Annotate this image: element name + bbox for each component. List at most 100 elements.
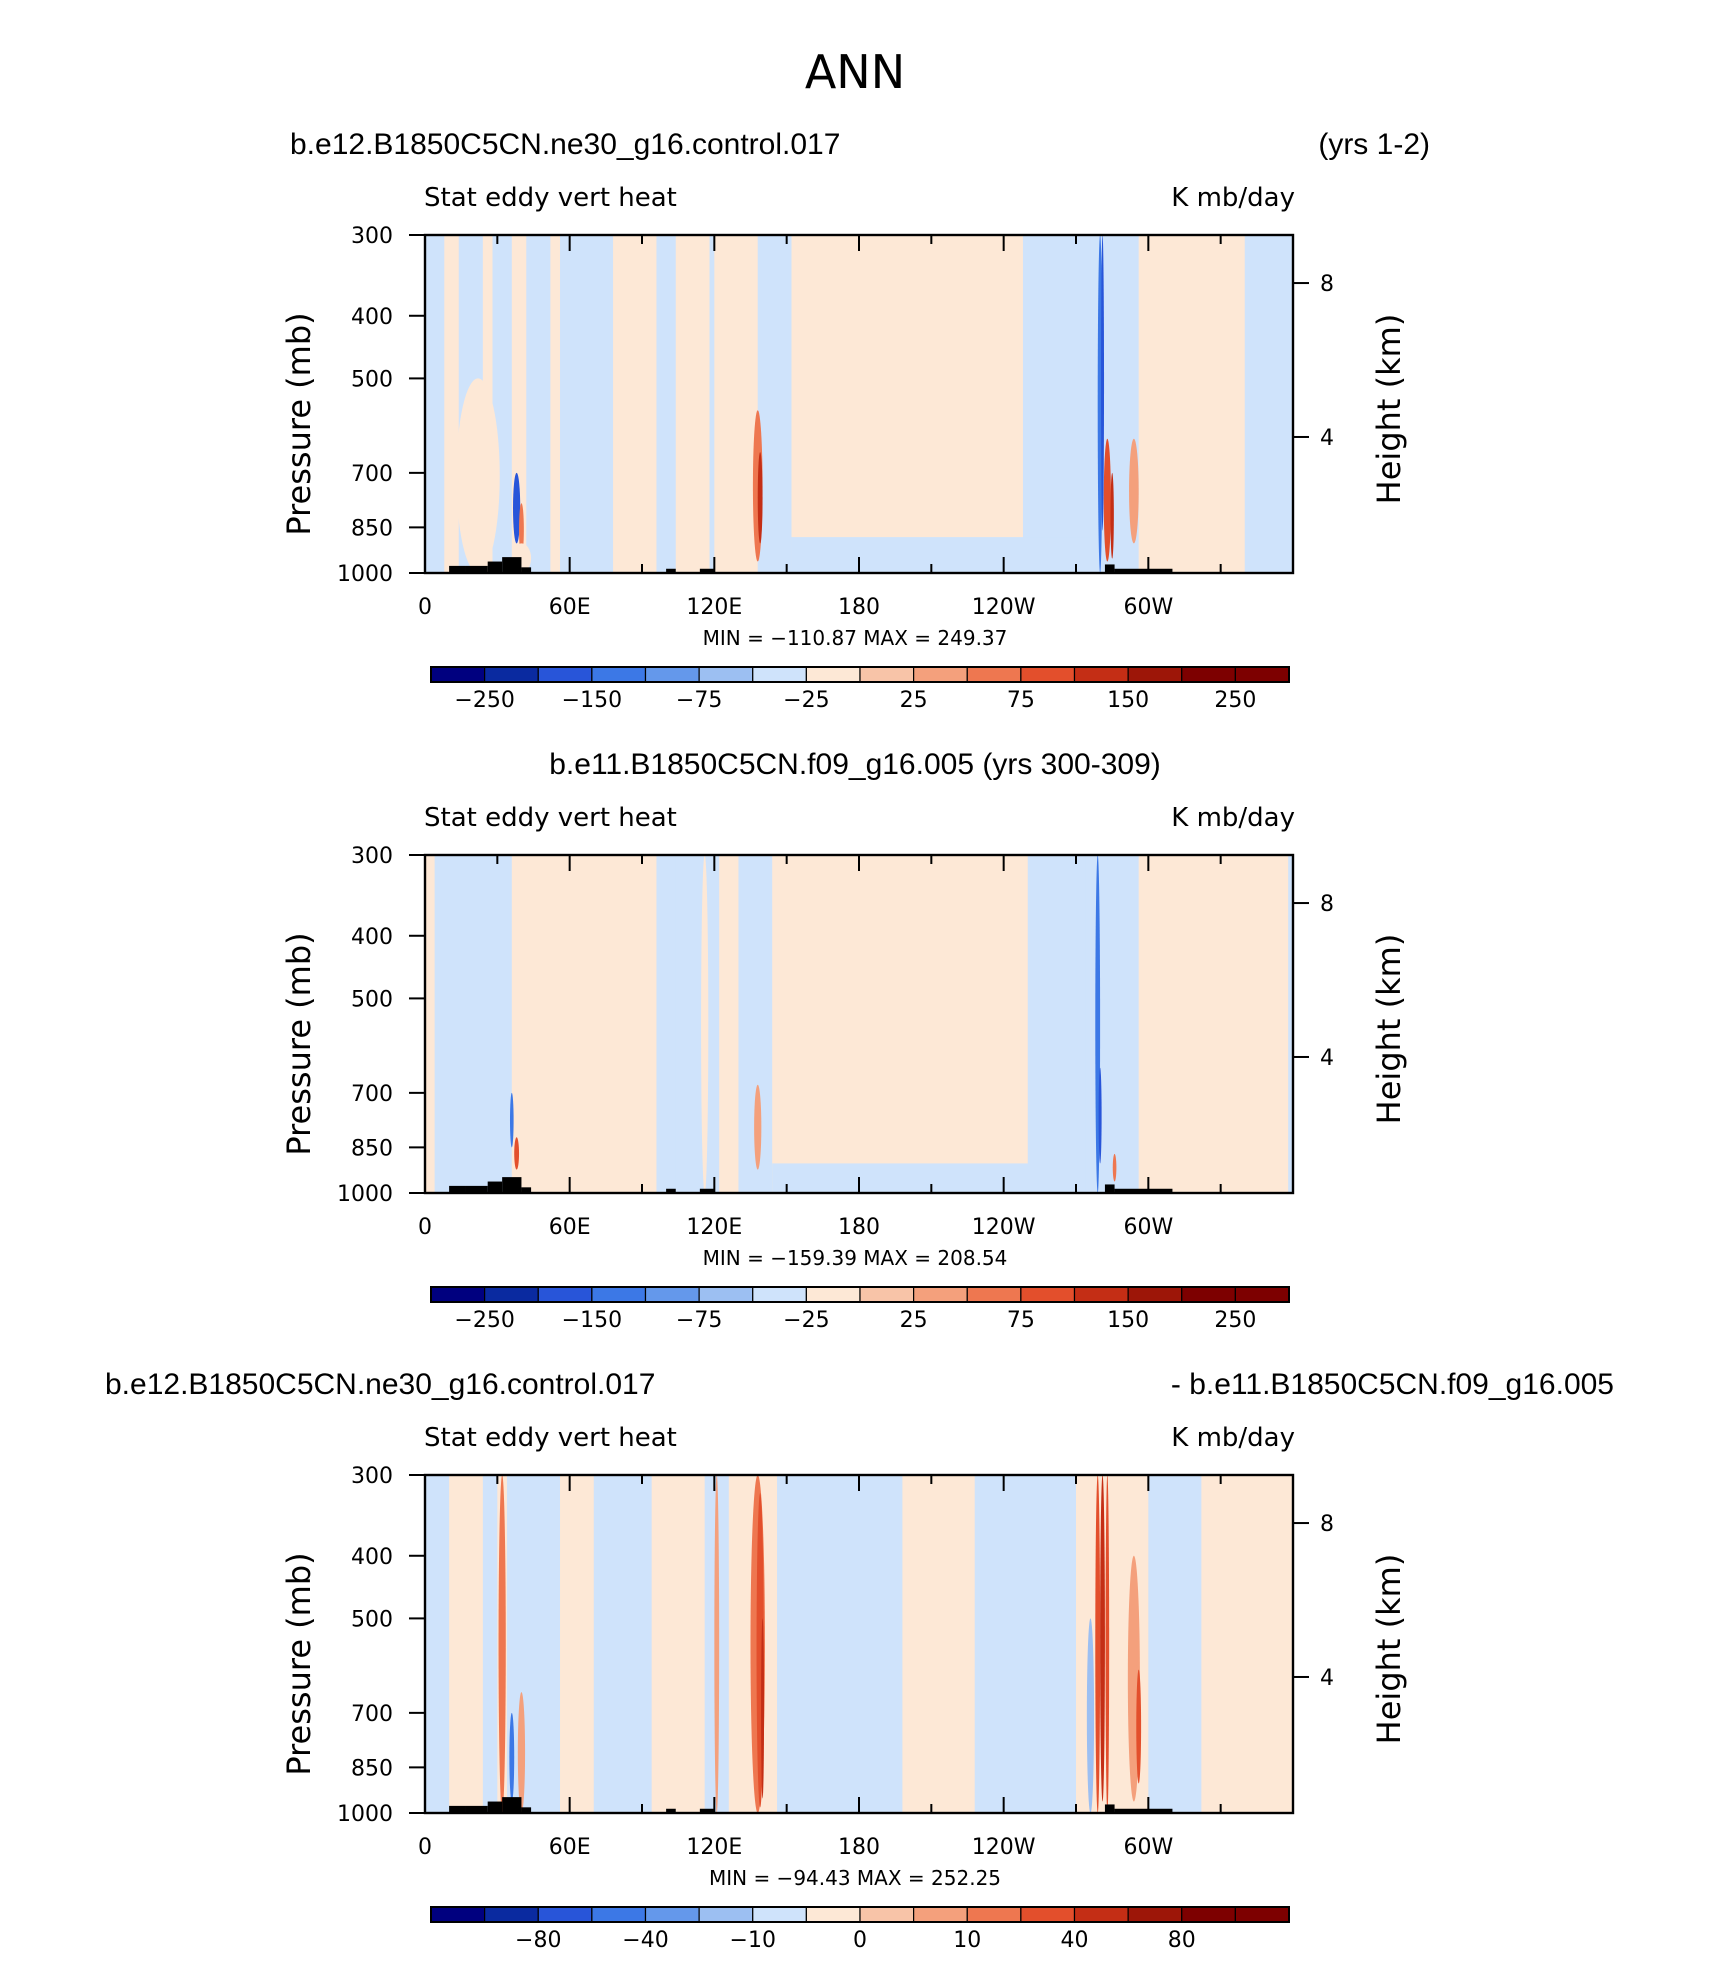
contour-band [434, 855, 513, 1193]
terrain-mask [502, 557, 522, 573]
y-tick-label: 850 [351, 516, 393, 541]
terrain-mask [449, 1805, 466, 1813]
panel-3-units-label: K mb/day [1171, 1423, 1295, 1453]
colorbar-box [752, 666, 807, 683]
contour-feature [456, 378, 500, 573]
figure-title: ANN [805, 45, 905, 99]
terrain-mask [666, 1188, 676, 1193]
panel-1: b.e12.B1850C5CN.ne30_g16.control.017 (yr… [280, 128, 1430, 713]
terrain-mask [449, 565, 466, 573]
colorbar-box [484, 1286, 539, 1303]
panel-2-header: b.e11.B1850C5CN.f09_g16.005 (yrs 300-309… [549, 748, 1161, 781]
y-tick-label: 300 [351, 224, 393, 249]
contour-band [425, 235, 445, 573]
colorbar-label: 75 [1007, 688, 1035, 713]
panel-1-plot: 0 60E 120E 180 120W 60W 300 400 500 700 850 1000 8 4 P… [280, 224, 1408, 620]
contour-band [449, 1475, 484, 1813]
colorbar-box [805, 1906, 861, 1923]
colorbar-box [430, 666, 486, 683]
y-tick-label: 850 [351, 1136, 393, 1161]
y2-axis-label: Height (km) [1370, 1554, 1408, 1745]
colorbar-label: 150 [1107, 688, 1149, 713]
panel-1-minmax: MIN = −110.87 MAX = 249.37 [703, 626, 1008, 650]
panel-2-variable-label: Stat eddy vert heat [424, 803, 677, 833]
x-tick-label: 60E [549, 595, 591, 620]
panel-3-colorbar: −80 −40 −10 0 10 40 80 [430, 1906, 1290, 1953]
contour-band [777, 1475, 903, 1813]
y-tick-label: 300 [351, 1464, 393, 1489]
colorbar-frame [430, 666, 1290, 683]
contour-band [526, 855, 542, 1193]
contour-band [593, 1475, 653, 1813]
contour-band [675, 855, 720, 1193]
colorbar-label: −250 [454, 688, 514, 713]
terrain-mask [487, 1801, 503, 1813]
colorbar-box [537, 666, 593, 683]
contour-band [902, 1475, 976, 1813]
x-tick-label: 180 [838, 1215, 880, 1240]
colorbar-label: 80 [1168, 1928, 1196, 1953]
contour-feature [1110, 472, 1114, 559]
x-tick-label: 0 [418, 1215, 432, 1240]
panel-3-header-right: - b.e11.B1850C5CN.f09_g16.005 [1171, 1368, 1614, 1401]
colorbar-label: −250 [454, 1308, 514, 1333]
panel-3-variable-label: Stat eddy vert heat [424, 1423, 677, 1453]
colorbar-box [1127, 1906, 1183, 1923]
y2-tick-label: 4 [1320, 1046, 1334, 1071]
contour-band [1288, 855, 1293, 1193]
colorbar-box [1234, 1906, 1290, 1923]
contour-band [656, 235, 677, 573]
colorbar-label: 40 [1061, 1928, 1089, 1953]
colorbar-box [752, 1286, 807, 1303]
colorbar-box [1181, 666, 1236, 683]
terrain-mask [465, 565, 488, 573]
colorbar-box [537, 1906, 593, 1923]
panel-1-header-right: (yrs 1-2) [1318, 128, 1430, 161]
terrain-mask [1104, 564, 1115, 573]
contour-feature [701, 855, 709, 1193]
contour-feature [754, 1084, 762, 1170]
colorbar-box [859, 666, 915, 683]
contour-band [613, 235, 657, 573]
contour-band [974, 1475, 1034, 1813]
contour-band [675, 235, 711, 573]
contour-band [791, 537, 1091, 573]
colorbar-box [1073, 1906, 1129, 1923]
contour-feature [1098, 1067, 1102, 1164]
terrain-mask [699, 568, 715, 573]
contour-feature [513, 472, 521, 544]
colorbar-box [484, 1906, 539, 1923]
colorbar-label: −150 [562, 688, 622, 713]
colorbar-box [591, 666, 647, 683]
terrain-mask [1114, 1188, 1173, 1193]
contour-feature [1103, 438, 1111, 562]
contour-feature [1086, 1618, 1095, 1813]
x-tick-label: 120W [972, 595, 1036, 620]
contour-band [1032, 1475, 1077, 1813]
x-tick-label: 0 [418, 1835, 432, 1860]
panel-1-units-label: K mb/day [1171, 183, 1295, 213]
x-tick-label: 120E [686, 595, 742, 620]
terrain-mask [521, 1187, 532, 1193]
contour-band [1162, 235, 1246, 573]
contour-band [772, 855, 1029, 1193]
colorbar-box [1073, 1286, 1129, 1303]
y-tick-label: 1000 [337, 1802, 393, 1827]
contour-band [511, 855, 527, 1193]
colorbar-box [752, 1906, 807, 1923]
panel-2-colorbar: −250 −150 −75 −25 25 75 150 250 [430, 1286, 1290, 1333]
contour-feature [1095, 1475, 1101, 1813]
contour-feature [1112, 1153, 1117, 1182]
contour-band [1027, 855, 1087, 1193]
colorbar-box [644, 1286, 700, 1303]
x-tick-label: 60W [1123, 1215, 1173, 1240]
y-tick-label: 500 [351, 367, 393, 392]
contour-band [526, 235, 551, 573]
x-tick-label: 120W [972, 1215, 1036, 1240]
colorbar-box [966, 1906, 1022, 1923]
colorbar-box [644, 1906, 700, 1923]
y-tick-label: 500 [351, 1607, 393, 1632]
contour-band [1138, 235, 1164, 573]
colorbar-box [913, 1286, 968, 1303]
panel-1-variable-label: Stat eddy vert heat [424, 183, 677, 213]
